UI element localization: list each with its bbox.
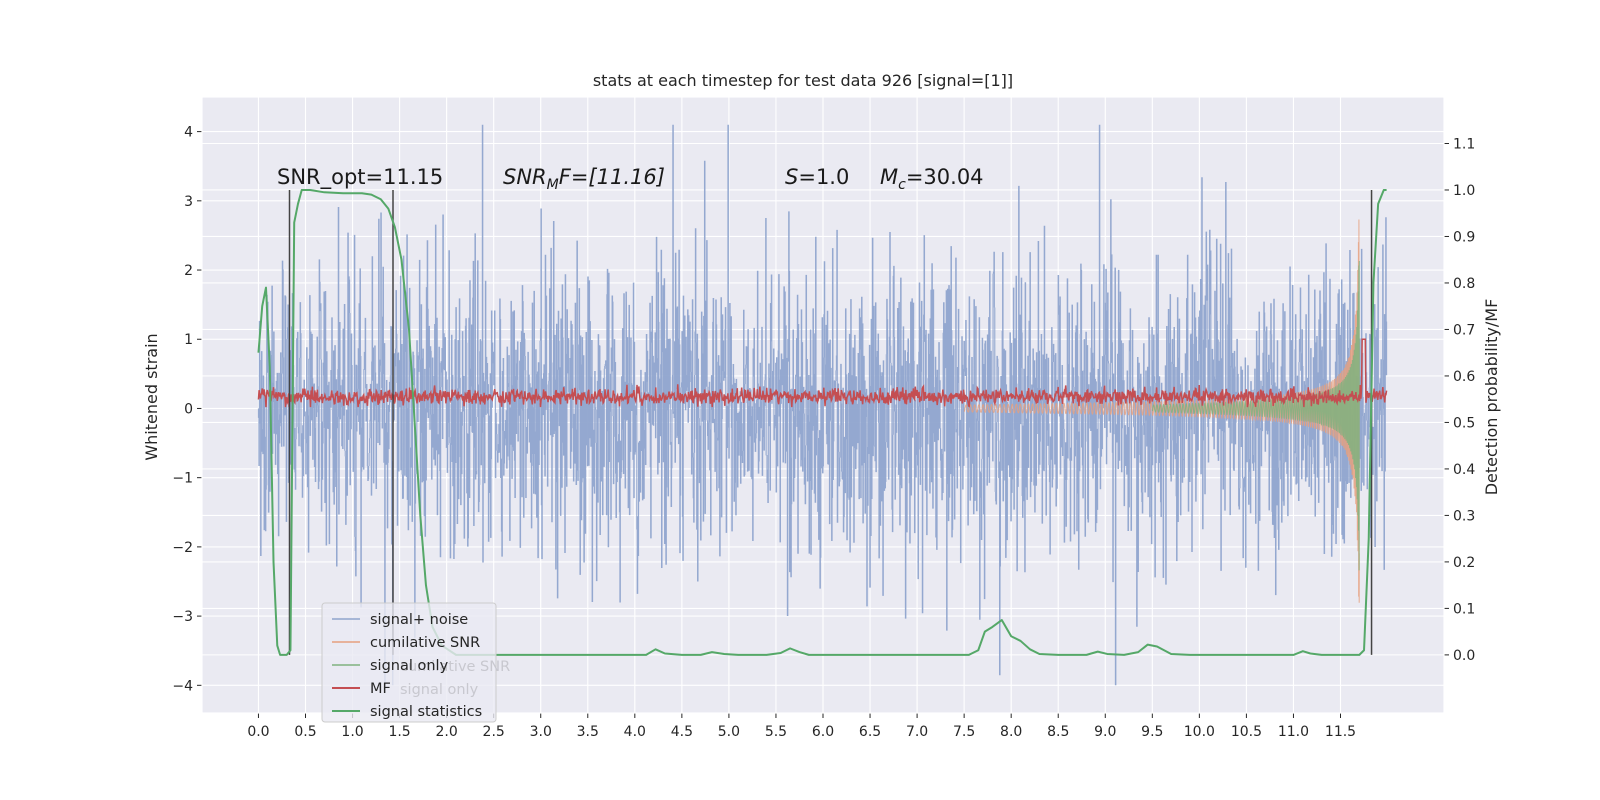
annotation-snr-mf-main: SNR — [503, 165, 547, 189]
y2-tick-label: 0.6 — [1453, 369, 1475, 385]
y2-tick-label: 0.9 — [1453, 229, 1475, 245]
legend-ghost-label: cumilative SNR — [400, 659, 510, 675]
x-tick-label: 0.5 — [294, 724, 316, 740]
annotation-mc-rest: =30.04 — [906, 165, 984, 189]
annotation-snr-mf-rest: F=[11.16] — [559, 165, 665, 189]
annotation-snr-opt: SNR_opt=11.15 — [277, 165, 443, 190]
annotation-mc-sub: c — [898, 177, 906, 193]
annotation-mc: Mc=30.04 — [880, 165, 984, 193]
x-tick-label: 6.5 — [859, 724, 881, 740]
x-tick-label: 6.0 — [812, 724, 834, 740]
x-tick-label: 8.5 — [1047, 724, 1069, 740]
x-tick-label: 1.5 — [388, 724, 410, 740]
x-tick-label: 7.5 — [953, 724, 975, 740]
axes: 0.0 0.5 1.0 1.5 2.0 2.5 3.0 3.5 4.0 4.5 5.0 5.5 6.0 6… — [172, 96, 1475, 740]
series-signal-statistics — [257, 188, 1387, 656]
y2-tick-label: 0.8 — [1453, 276, 1475, 292]
legend-label: MF — [370, 681, 391, 697]
y-tick-label: 2 — [184, 263, 193, 279]
y2-tick-label: 0.2 — [1453, 555, 1475, 571]
x-tick-label: 9.5 — [1141, 724, 1163, 740]
plot-frame — [201, 96, 1445, 714]
x-tick-label: 11.5 — [1325, 724, 1356, 740]
y2-tick-label: 0.1 — [1453, 601, 1475, 617]
y-tick-label: −2 — [172, 540, 193, 556]
y2-axis-label: Detection probability/MF — [1482, 299, 1501, 496]
x-tick-label: 7.0 — [906, 724, 928, 740]
annotation-mc-main: M — [880, 165, 898, 189]
y2-tick-label: 0.5 — [1453, 415, 1475, 431]
x-tick-label: 0.0 — [247, 724, 269, 740]
y-tick-label: −4 — [172, 678, 193, 694]
y2-tick-label: 1.1 — [1453, 136, 1475, 152]
x-tick-label: 4.0 — [624, 724, 646, 740]
legend-label: signal+ noise — [370, 612, 468, 628]
annotations: SNR_opt=11.15 SNRMF=[11.16] S=1.0 Mc=30.… — [277, 165, 984, 193]
series-group — [257, 124, 1388, 686]
annotation-snr-mf: SNRMF=[11.16] — [503, 165, 665, 193]
y-tick-label: 3 — [184, 194, 193, 210]
x-tick-label: 9.0 — [1094, 724, 1116, 740]
annotation-snr-mf-sub: M — [547, 177, 559, 193]
legend-label: signal only — [370, 658, 449, 674]
annotation-s-rest: =1.0 — [798, 165, 849, 189]
y2-tick-label: 0.7 — [1453, 322, 1475, 338]
legend-label: cumilative SNR — [370, 635, 480, 651]
y-tick-label: 4 — [184, 125, 193, 141]
y-axis-label: Whitened strain — [142, 333, 161, 460]
x-tick-label: 10.5 — [1231, 724, 1262, 740]
x-tick-label: 3.5 — [577, 724, 599, 740]
legend-box — [321, 602, 497, 723]
y2-tick-label: 0.3 — [1453, 508, 1475, 524]
legend-ghost-label: signal only — [400, 682, 479, 698]
x-tick-label: 1.0 — [341, 724, 363, 740]
y-tick-label: 0 — [184, 401, 193, 417]
x-tick-label: 2.5 — [483, 724, 505, 740]
x-tick-label: 4.5 — [671, 724, 693, 740]
chart-title: stats at each timestep for test data 926… — [593, 71, 1013, 90]
x-tick-label: 10.0 — [1184, 724, 1215, 740]
series-mf — [257, 338, 1388, 408]
x-tick-label: 5.5 — [765, 724, 787, 740]
x-tick-label: 8.0 — [1000, 724, 1022, 740]
x-tick-label: 2.0 — [436, 724, 458, 740]
y-tick-label: 1 — [184, 332, 193, 348]
y2-tick-label: 0.0 — [1453, 648, 1475, 664]
x-tick-label: 5.0 — [718, 724, 740, 740]
annotation-s: S=1.0 — [785, 165, 849, 189]
y-tick-label: −1 — [172, 471, 193, 487]
y-tick-label: −3 — [172, 609, 193, 625]
x-tick-label: 11.0 — [1278, 724, 1309, 740]
y2-tick-label: 0.4 — [1453, 462, 1475, 478]
y2-tick-label: 1.0 — [1453, 183, 1475, 199]
x-tick-label: 3.0 — [530, 724, 552, 740]
legend-label: signal statistics — [370, 704, 482, 720]
annotation-s-main: S — [785, 165, 798, 189]
